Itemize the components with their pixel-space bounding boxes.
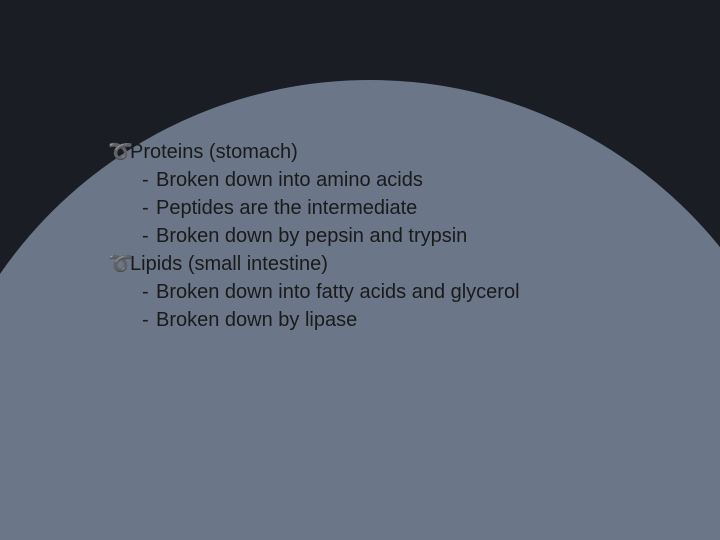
sub-label: Peptides are the intermediate	[156, 194, 417, 222]
dash-icon: -	[142, 194, 156, 222]
bullet-item: ➰ Lipids (small intestine)	[108, 250, 520, 278]
sub-label: Broken down by pepsin and trypsin	[156, 222, 467, 250]
sub-item: - Broken down by lipase	[108, 306, 520, 334]
slide-content: ➰ Proteins (stomach) - Broken down into …	[108, 138, 520, 334]
sub-item: - Broken down by pepsin and trypsin	[108, 222, 520, 250]
dash-icon: -	[142, 278, 156, 306]
dash-icon: -	[142, 222, 156, 250]
sub-label: Broken down by lipase	[156, 306, 357, 334]
dash-icon: -	[142, 306, 156, 334]
sub-item: - Peptides are the intermediate	[108, 194, 520, 222]
bullet-label: Proteins (stomach)	[130, 138, 298, 166]
sub-item: - Broken down into fatty acids and glyce…	[108, 278, 520, 306]
bullet-label: Lipids (small intestine)	[130, 250, 328, 278]
swirl-bullet-icon: ➰	[108, 250, 130, 278]
sub-label: Broken down into fatty acids and glycero…	[156, 278, 520, 306]
dash-icon: -	[142, 166, 156, 194]
sub-label: Broken down into amino acids	[156, 166, 423, 194]
swirl-bullet-icon: ➰	[108, 138, 130, 166]
bullet-item: ➰ Proteins (stomach)	[108, 138, 520, 166]
sub-item: - Broken down into amino acids	[108, 166, 520, 194]
